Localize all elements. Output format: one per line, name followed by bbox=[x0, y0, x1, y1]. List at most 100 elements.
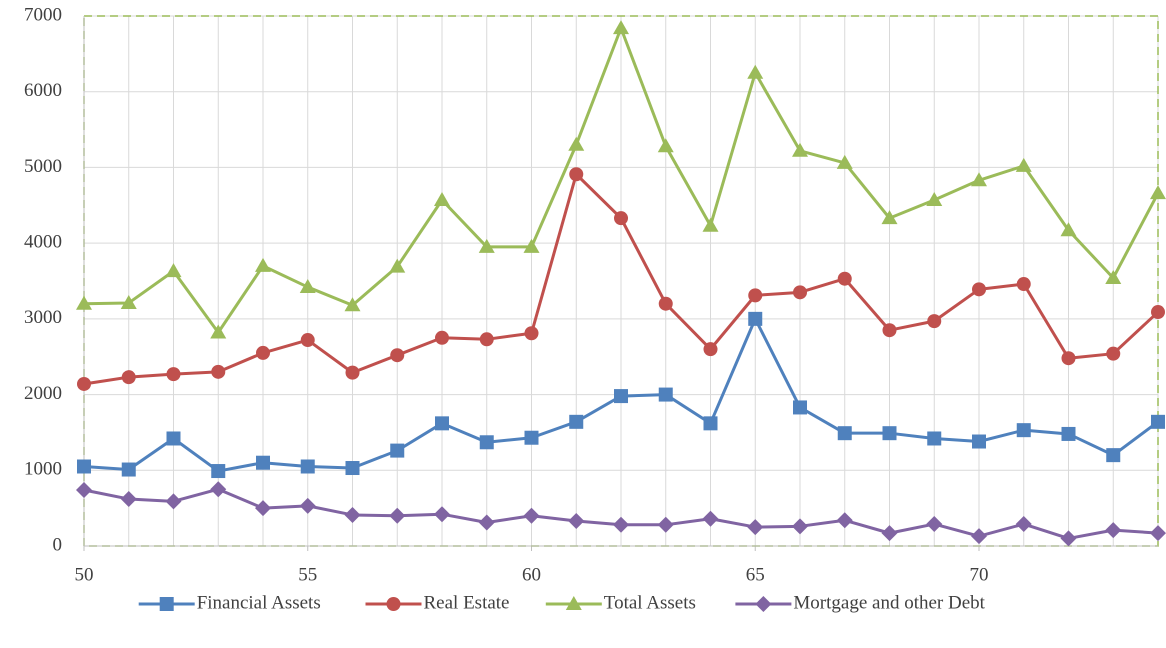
data-point bbox=[926, 516, 943, 533]
data-point bbox=[1061, 351, 1076, 366]
legend-item: Mortgage and other Debt bbox=[735, 592, 986, 613]
data-point bbox=[1016, 423, 1031, 438]
data-point bbox=[435, 416, 449, 431]
data-point bbox=[702, 217, 719, 232]
legend-label: Real Estate bbox=[424, 592, 510, 613]
data-point bbox=[882, 323, 897, 338]
data-point bbox=[927, 431, 942, 446]
data-point bbox=[210, 324, 227, 339]
data-point bbox=[1015, 157, 1032, 172]
data-point bbox=[1016, 277, 1031, 292]
data-point bbox=[1105, 269, 1122, 284]
x-tick-label: 70 bbox=[970, 564, 989, 585]
y-tick-label: 1000 bbox=[24, 459, 62, 480]
data-point bbox=[703, 342, 718, 357]
x-tick-label: 50 bbox=[75, 564, 94, 585]
data-point bbox=[255, 500, 271, 517]
data-point bbox=[569, 167, 584, 182]
data-point bbox=[121, 370, 136, 385]
data-point bbox=[703, 416, 718, 431]
legend-marker bbox=[386, 597, 401, 611]
data-point bbox=[478, 238, 495, 253]
data-point bbox=[390, 348, 405, 363]
data-point bbox=[702, 510, 719, 527]
data-point bbox=[211, 464, 226, 479]
data-point bbox=[926, 191, 943, 206]
data-point bbox=[120, 294, 137, 309]
data-point bbox=[882, 426, 897, 441]
data-point bbox=[166, 431, 181, 446]
legend-label: Financial Assets bbox=[197, 592, 321, 613]
data-point bbox=[971, 172, 987, 187]
data-point bbox=[1106, 346, 1121, 361]
data-point bbox=[77, 459, 91, 474]
data-point bbox=[613, 20, 629, 35]
legend-item: Total Assets bbox=[545, 592, 696, 613]
legend-marker bbox=[755, 596, 772, 612]
data-point bbox=[479, 332, 494, 347]
data-point bbox=[837, 426, 852, 441]
data-point bbox=[881, 525, 898, 542]
data-point bbox=[120, 491, 137, 508]
data-point bbox=[299, 497, 316, 514]
data-point bbox=[77, 376, 91, 391]
data-point bbox=[523, 507, 540, 524]
data-point bbox=[658, 296, 673, 311]
y-tick-label: 5000 bbox=[24, 156, 62, 177]
data-point bbox=[344, 506, 361, 523]
data-point bbox=[76, 481, 92, 498]
data-point bbox=[210, 481, 227, 498]
data-point bbox=[881, 210, 898, 225]
data-point bbox=[1151, 305, 1165, 320]
data-point bbox=[523, 238, 540, 253]
data-point bbox=[299, 279, 316, 294]
data-point bbox=[524, 430, 539, 445]
data-point bbox=[1150, 525, 1166, 542]
data-point bbox=[345, 365, 360, 380]
data-point bbox=[434, 191, 450, 206]
data-point bbox=[1106, 448, 1121, 463]
data-point bbox=[256, 455, 270, 470]
legend-marker bbox=[565, 596, 582, 610]
data-point bbox=[166, 367, 181, 382]
x-tick-label: 55 bbox=[298, 564, 317, 585]
y-tick-label: 4000 bbox=[24, 232, 62, 253]
data-point bbox=[568, 136, 585, 151]
data-point bbox=[389, 507, 406, 524]
data-point bbox=[1105, 522, 1122, 539]
data-point bbox=[971, 528, 987, 545]
data-point bbox=[211, 364, 226, 379]
y-tick-label: 6000 bbox=[24, 80, 62, 101]
data-point bbox=[300, 333, 315, 348]
data-point bbox=[165, 263, 182, 278]
data-point bbox=[792, 518, 808, 535]
data-point bbox=[1061, 426, 1076, 441]
data-point bbox=[972, 434, 986, 449]
data-point bbox=[389, 258, 406, 273]
data-point bbox=[1150, 185, 1166, 200]
y-tick-label: 2000 bbox=[24, 383, 62, 404]
data-point bbox=[256, 345, 270, 360]
x-tick-label: 65 bbox=[746, 564, 765, 585]
data-point bbox=[792, 142, 808, 157]
data-point bbox=[836, 154, 853, 169]
data-point bbox=[1060, 222, 1077, 237]
data-point bbox=[479, 435, 494, 450]
data-point bbox=[836, 512, 853, 529]
data-point bbox=[927, 314, 942, 329]
data-point bbox=[1060, 530, 1077, 547]
data-point bbox=[300, 459, 315, 474]
data-point bbox=[569, 414, 584, 429]
data-point bbox=[121, 462, 136, 477]
data-point bbox=[434, 506, 450, 523]
data-point bbox=[344, 297, 361, 312]
data-point bbox=[76, 295, 92, 310]
legend-label: Total Assets bbox=[604, 592, 696, 613]
y-tick-label: 0 bbox=[53, 534, 63, 555]
data-point bbox=[478, 514, 495, 531]
data-point bbox=[568, 513, 585, 530]
legend-marker bbox=[159, 597, 174, 611]
x-tick-label: 60 bbox=[522, 564, 541, 585]
data-point bbox=[747, 519, 764, 536]
y-tick-label: 3000 bbox=[24, 307, 62, 328]
